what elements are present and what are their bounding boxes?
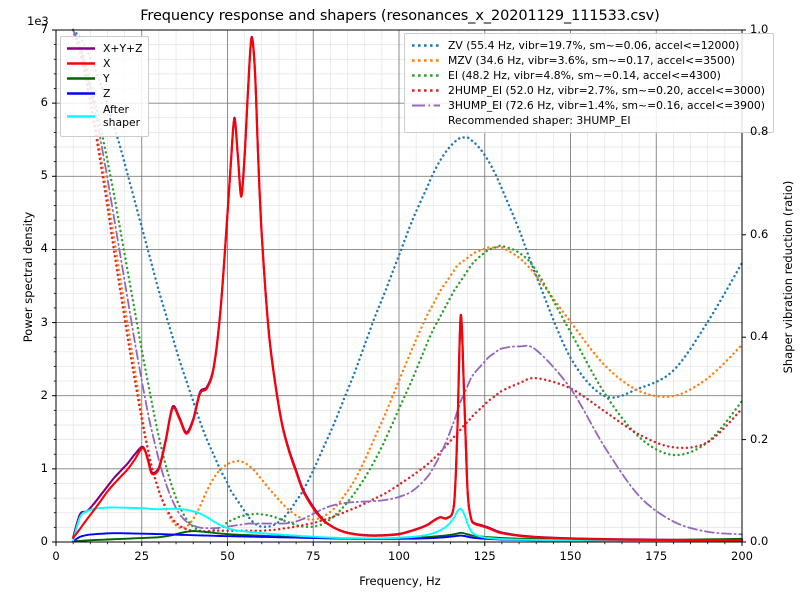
y-tick-label-left: 3	[40, 314, 48, 329]
legend-blank-swatch-icon	[411, 115, 441, 126]
chart-title: Frequency response and shapers (resonanc…	[140, 8, 660, 24]
y-tick-label-left: 0	[40, 534, 48, 548]
series-mzv-34-6-hz-vibr-3-6-sm-0-17-accel-3500-	[71, 28, 744, 530]
legend-item-label: Z	[103, 86, 111, 100]
legend-item-shaper[interactable]: EI (48.2 Hz, vibr=4.8%, sm~=0.14, accel<…	[411, 68, 765, 83]
legend-item-shaper[interactable]: 2HUMP_EI (52.0 Hz, vibr=2.7%, sm~=0.20, …	[411, 83, 765, 98]
legend-item-label: 2HUMP_EI (52.0 Hz, vibr=2.7%, sm~=0.20, …	[448, 83, 765, 97]
legend-item-label: X	[103, 56, 111, 70]
legend-shapers: ZV (55.4 Hz, vibr=19.7%, sm~=0.06, accel…	[404, 33, 774, 133]
x-tick-label: 125	[473, 549, 496, 563]
y-tick-label-left: 7	[40, 22, 48, 36]
series-3hump-ei-72-6-hz-vibr-1-4-sm-0-16-accel-3900-	[72, 29, 743, 536]
series-2hump-ei-52-0-hz-vibr-2-7-sm-0-20-accel-3000-	[71, 28, 744, 533]
y-axis-offset-text: 1e3	[27, 14, 49, 28]
series-ei-48-2-hz-vibr-4-8-sm-0-14-accel-4300-	[71, 28, 744, 533]
x-tick-label: 0	[52, 549, 60, 563]
legend-line-swatch-icon	[411, 70, 441, 81]
y-tick-label-right: 0.8	[750, 124, 769, 139]
legend-line-swatch-icon	[411, 100, 441, 111]
legend-line-swatch-icon	[411, 55, 441, 66]
x-axis-label: Frequency, Hz	[359, 574, 441, 588]
y-tick-label-right: 0.0	[750, 534, 769, 548]
y-tick-label-left: 1	[40, 460, 48, 475]
series-z	[72, 532, 743, 543]
legend-line-swatch-icon	[66, 73, 96, 84]
legend-item-psd[interactable]: X+Y+Z	[66, 41, 142, 56]
series-after-shaper	[72, 506, 743, 542]
legend-line-swatch-icon	[66, 58, 96, 69]
legend-item-psd[interactable]: X	[66, 56, 142, 71]
legend-item-label: MZV (34.6 Hz, vibr=3.6%, sm~=0.17, accel…	[448, 53, 735, 67]
x-tick-label: 200	[731, 549, 753, 563]
legend-item-label: X+Y+Z	[103, 41, 143, 55]
legend-psd: X+Y+Z X Y Z After shaper	[60, 36, 150, 137]
y-tick-label-right: 0.2	[750, 431, 769, 446]
legend-item-psd[interactable]: Z	[66, 86, 142, 101]
x-tick-label: 150	[559, 549, 582, 563]
legend-item-shaper[interactable]: ZV (55.4 Hz, vibr=19.7%, sm~=0.06, accel…	[411, 38, 765, 53]
legend-item-psd[interactable]: Y	[66, 71, 142, 86]
legend-line-swatch-icon	[411, 40, 441, 51]
legend-item-shaper[interactable]: MZV (34.6 Hz, vibr=3.6%, sm~=0.17, accel…	[411, 53, 765, 68]
y-tick-label-left: 6	[40, 95, 48, 110]
legend-line-swatch-icon	[66, 43, 96, 54]
series-x	[72, 37, 744, 542]
x-tick-label: 100	[388, 549, 410, 563]
x-tick-label: 75	[305, 549, 321, 563]
x-tick-label: 50	[220, 549, 235, 563]
y-tick-label-left: 4	[40, 241, 48, 256]
y-tick-label-left: 5	[40, 168, 48, 183]
x-tick-label: 25	[134, 549, 150, 563]
recommended-shaper-label: Recommended shaper: 3HUMP_EI	[448, 113, 631, 127]
legend-item-label: ZV (55.4 Hz, vibr=19.7%, sm~=0.06, accel…	[448, 38, 740, 52]
legend-item-label: 3HUMP_EI (72.6 Hz, vibr=1.4%, sm~=0.16, …	[448, 98, 765, 112]
legend-item-label: Y	[103, 71, 110, 85]
recommended-shaper-note: Recommended shaper: 3HUMP_EI	[411, 113, 765, 128]
legend-line-swatch-icon	[66, 88, 96, 99]
legend-item-psd[interactable]: After shaper	[66, 101, 142, 132]
legend-item-label: EI (48.2 Hz, vibr=4.8%, sm~=0.14, accel<…	[448, 68, 721, 82]
y-tick-label-right: 0.4	[750, 329, 769, 344]
y-tick-label-right: 0.6	[750, 226, 769, 241]
x-tick-label: 175	[645, 549, 668, 563]
y-tick-label-left: 2	[40, 387, 48, 402]
legend-line-swatch-icon	[66, 111, 96, 122]
legend-item-label: After shaper	[103, 103, 141, 129]
legend-line-swatch-icon	[411, 85, 441, 96]
y-tick-label-right: 1.0	[750, 22, 769, 36]
legend-item-shaper[interactable]: 3HUMP_EI (72.6 Hz, vibr=1.4%, sm~=0.16, …	[411, 98, 765, 113]
